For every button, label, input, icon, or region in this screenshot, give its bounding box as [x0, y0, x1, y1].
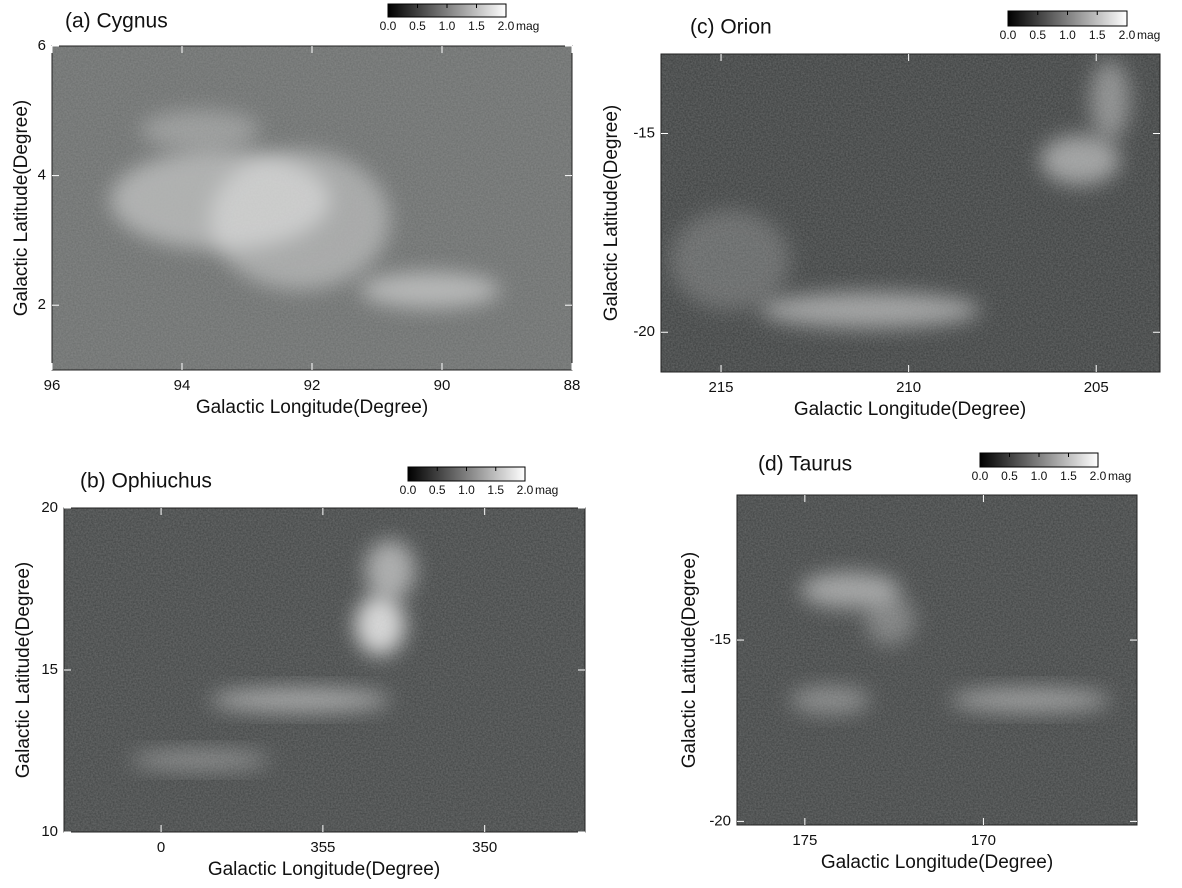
colorbar-tick-label: 1.5: [1060, 469, 1077, 483]
colorbar-tick-label: 0.0: [380, 19, 397, 33]
y-tick-label: 4: [38, 167, 46, 184]
x-tick-label: 96: [44, 377, 61, 394]
x-tick-label: 0: [157, 839, 165, 856]
x-tick-label: 205: [1084, 379, 1109, 396]
colorbar-tick-label: 2.0: [498, 19, 515, 33]
y-axis-label: Galactic Latitude(Degree): [13, 562, 34, 779]
colorbar-tick-label: 2.0: [1090, 469, 1107, 483]
colorbar-tick-label: 1.0: [458, 483, 475, 497]
x-axis-label: Galactic Longitude(Degree): [208, 859, 440, 880]
x-axis-label: Galactic Longitude(Degree): [794, 399, 1026, 420]
panel: 0 355 350 10 15 20 (b) Ophiuchus Galactic Longi…: [13, 467, 585, 880]
colorbar-tick-label: 1.5: [1089, 28, 1106, 42]
y-tick-label: 6: [38, 37, 46, 54]
colorbar-label: mag: [516, 19, 539, 33]
panel: 96 94 92 90 88 2 4 6 (a) Cygnus Galactic Longitud…: [11, 4, 580, 418]
map-texture: [661, 54, 1160, 372]
colorbar-tick-label: 2.0: [1119, 28, 1136, 42]
colorbar-tick-label: 0.5: [429, 483, 446, 497]
map-texture: [737, 495, 1137, 825]
y-tick-label: 10: [41, 823, 58, 840]
panel-title: (a) Cygnus: [65, 10, 168, 33]
colorbar-tick-label: 1.0: [439, 19, 456, 33]
y-tick-label: -20: [709, 812, 731, 829]
y-axis-label: Galactic Latitude(Degree): [11, 100, 32, 317]
panel-title: (c) Orion: [690, 16, 772, 39]
colorbar-label: mag: [535, 483, 558, 497]
y-axis-label: Galactic Latitude(Degree): [679, 552, 700, 769]
panel-title: (b) Ophiuchus: [80, 470, 212, 493]
x-tick-label: 88: [564, 377, 581, 394]
y-tick-label: 15: [41, 661, 58, 678]
x-axis-label: Galactic Longitude(Degree): [821, 852, 1053, 873]
x-tick-label: 210: [896, 379, 921, 396]
x-tick-label: 355: [310, 839, 335, 856]
x-tick-label: 94: [174, 377, 191, 394]
colorbar-tick-label: 0.0: [972, 469, 989, 483]
x-tick-label: 92: [304, 377, 321, 394]
figure: 96 94 92 90 88 2 4 6 (a) Cygnus Galactic Longitud…: [0, 0, 1182, 888]
x-tick-label: 170: [971, 832, 996, 849]
y-tick-label: -15: [633, 124, 655, 141]
map-texture: [64, 508, 585, 832]
panel: 215 210 205 -20 -15 (c) Orion Galactic Longitu…: [601, 11, 1160, 420]
x-tick-label: 90: [434, 377, 451, 394]
colorbar-tick-label: 0.0: [400, 483, 417, 497]
colorbar-tick-label: 0.5: [1001, 469, 1018, 483]
colorbar-tick-label: 1.0: [1031, 469, 1048, 483]
panel-title: (d) Taurus: [758, 453, 852, 476]
panel: 175 170 -20 -15 (d) Taurus Galactic Longitude…: [679, 453, 1137, 873]
colorbar-tick-label: 2.0: [517, 483, 534, 497]
x-tick-label: 350: [472, 839, 497, 856]
y-tick-label: -15: [709, 631, 731, 648]
y-tick-label: -20: [633, 323, 655, 340]
y-axis-label: Galactic Latitude(Degree): [601, 105, 622, 322]
map-texture: [52, 46, 572, 370]
y-tick-label: 20: [41, 499, 58, 516]
colorbar-label: mag: [1108, 469, 1131, 483]
y-tick-label: 2: [38, 296, 46, 313]
colorbar-tick-label: 0.0: [1000, 28, 1017, 42]
x-tick-label: 215: [709, 379, 734, 396]
x-tick-label: 175: [792, 832, 817, 849]
colorbar-tick-label: 1.0: [1059, 28, 1076, 42]
colorbar-tick-label: 1.5: [487, 483, 504, 497]
colorbar-tick-label: 0.5: [409, 19, 426, 33]
colorbar-tick-label: 1.5: [468, 19, 485, 33]
colorbar-tick-label: 0.5: [1029, 28, 1046, 42]
x-axis-label: Galactic Longitude(Degree): [196, 397, 428, 418]
colorbar-label: mag: [1137, 28, 1160, 42]
